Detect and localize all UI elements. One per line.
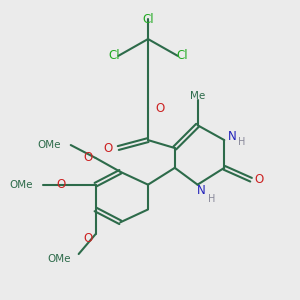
Text: Cl: Cl xyxy=(109,50,120,62)
Text: Cl: Cl xyxy=(176,50,188,62)
Text: OMe: OMe xyxy=(10,180,33,190)
Text: N: N xyxy=(228,130,237,142)
Text: N: N xyxy=(197,184,206,197)
Text: O: O xyxy=(254,173,264,186)
Text: H: H xyxy=(238,137,246,147)
Text: Cl: Cl xyxy=(142,13,154,26)
Text: O: O xyxy=(83,232,92,245)
Text: H: H xyxy=(208,194,215,203)
Text: O: O xyxy=(83,152,92,164)
Text: O: O xyxy=(104,142,113,154)
Text: O: O xyxy=(155,102,164,115)
Text: O: O xyxy=(56,178,65,191)
Text: OMe: OMe xyxy=(47,254,71,264)
Text: OMe: OMe xyxy=(37,140,61,150)
Text: Me: Me xyxy=(190,91,205,100)
